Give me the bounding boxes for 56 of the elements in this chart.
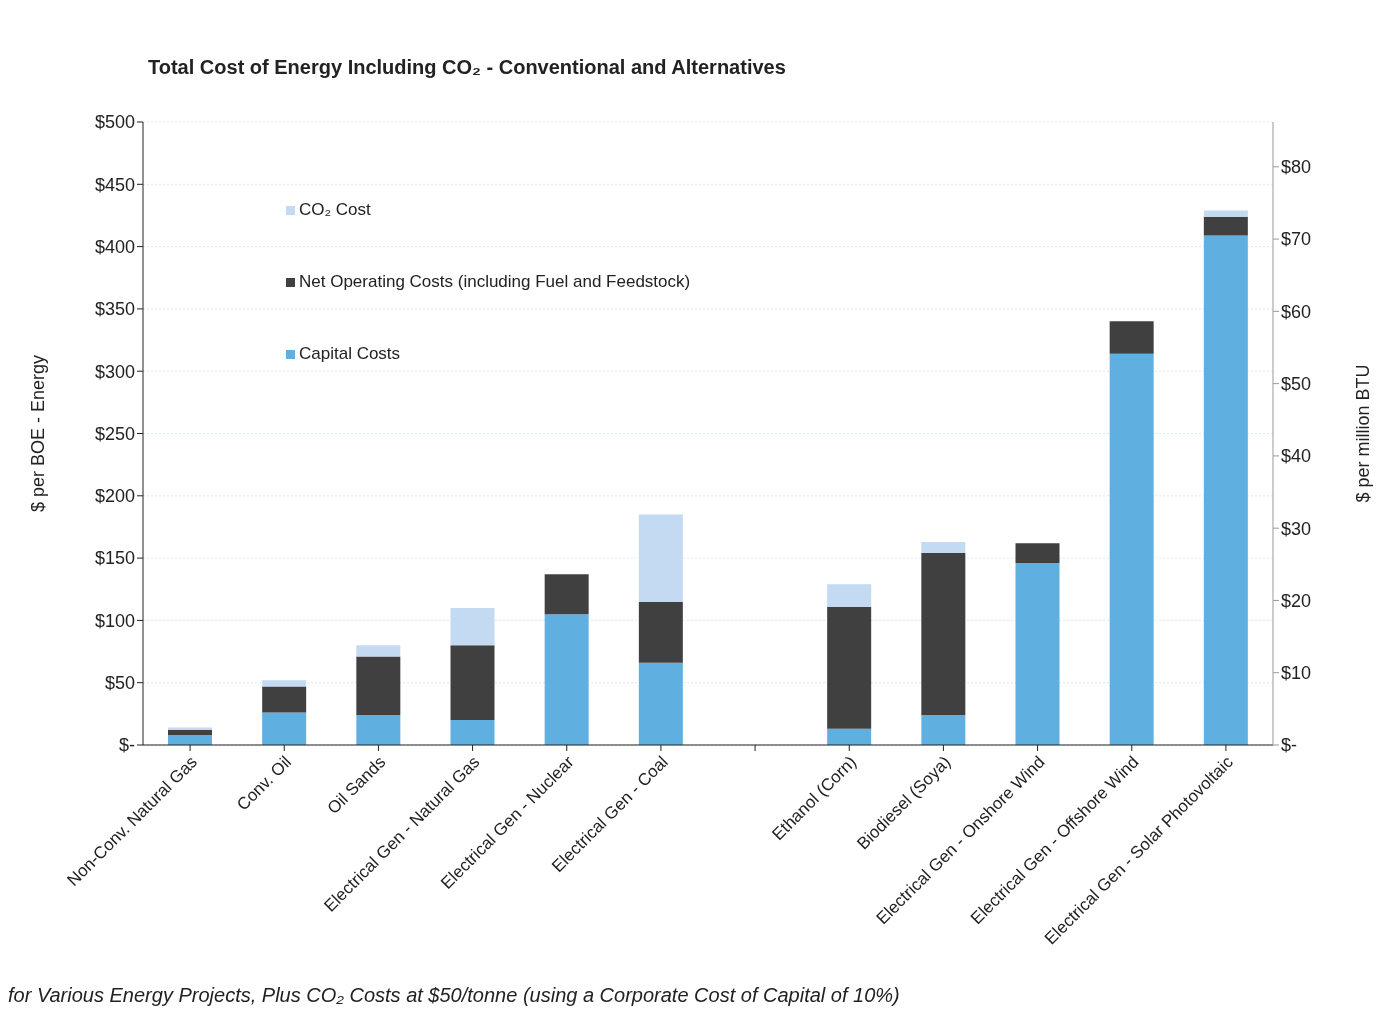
- bar: [544, 574, 589, 615]
- legend-label: Net Operating Costs (including Fuel and Feedstock): [299, 272, 691, 292]
- y-tick-label: $400: [94, 236, 135, 257]
- y2-tick-label: $60: [1281, 301, 1312, 322]
- bar: [638, 662, 683, 745]
- bar: [1015, 543, 1060, 564]
- y-tick-label: $500: [94, 112, 135, 133]
- bar: [1203, 216, 1248, 236]
- bar: [450, 645, 495, 721]
- bar: [262, 680, 307, 687]
- bar: [1109, 321, 1154, 354]
- y2-tick-label: $30: [1281, 518, 1312, 539]
- bar: [921, 553, 966, 716]
- chart-title: Total Cost of Energy Including CO₂ - Conventional and Alternatives: [148, 56, 786, 79]
- y2-tick-label: $40: [1281, 446, 1312, 467]
- bar: [638, 601, 683, 663]
- y2-tick-label: $20: [1281, 590, 1312, 611]
- legend-label: CO₂ Cost: [299, 200, 371, 220]
- bar: [262, 686, 307, 713]
- y-tick-label: $300: [94, 361, 135, 382]
- y2-tick-label: $50: [1281, 374, 1312, 395]
- bar: [262, 712, 307, 745]
- bar: [450, 607, 495, 646]
- y2-tick-label: $80: [1281, 157, 1312, 178]
- bar: [827, 606, 872, 729]
- bar: [921, 541, 966, 554]
- y-tick-label: $200: [94, 486, 135, 507]
- bar: [827, 584, 872, 607]
- y-tick-label: $450: [94, 174, 135, 195]
- bar: [1109, 353, 1154, 745]
- y2-axis-title: $ per million BTU: [1353, 364, 1374, 503]
- bar: [827, 728, 872, 745]
- bar: [1203, 235, 1248, 745]
- bar: [638, 514, 683, 602]
- y-tick-label: $150: [94, 548, 135, 569]
- bar: [356, 656, 401, 716]
- legend-label: Capital Costs: [299, 344, 401, 364]
- y-tick-label: $100: [94, 610, 135, 631]
- y2-tick-label: $70: [1281, 229, 1312, 250]
- bar: [921, 715, 966, 745]
- y2-tick-label: $-: [1281, 735, 1298, 756]
- y-tick-label: $-: [118, 735, 135, 756]
- y-tick-label: $250: [94, 423, 135, 444]
- bar: [1203, 210, 1248, 217]
- bar: [168, 730, 212, 736]
- y-tick-label: $350: [94, 299, 135, 320]
- bar: [544, 614, 589, 745]
- bar: [168, 735, 212, 745]
- text: for Various Energy Projects, Plus CO₂ Costs at $50/tonne (using a Corporate Cost of Capital of 10%): [8, 984, 900, 1007]
- bar: [1015, 563, 1060, 745]
- y-tick-label: $50: [104, 673, 135, 694]
- bar: [356, 645, 401, 657]
- bar: [356, 715, 401, 745]
- y2-tick-label: $10: [1281, 663, 1312, 684]
- y-axis-title: $ per BOE - Energy: [28, 354, 49, 513]
- bar: [450, 720, 495, 745]
